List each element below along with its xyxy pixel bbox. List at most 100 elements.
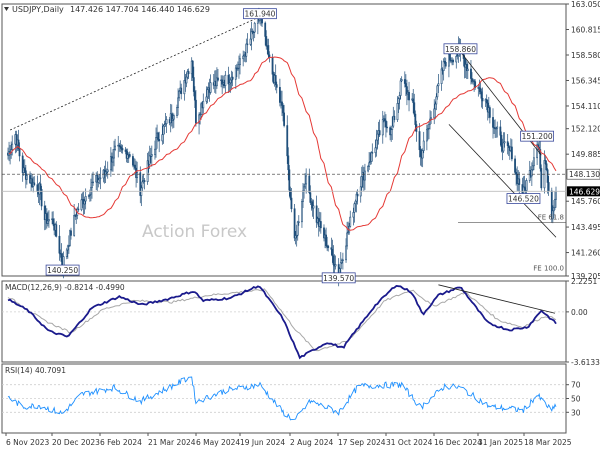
- trendline: [448, 124, 557, 238]
- candle-body: [393, 115, 396, 121]
- candle-body: [209, 82, 212, 93]
- candle-body: [400, 79, 403, 82]
- x-axis-label: 31 Jan 2025: [478, 438, 523, 447]
- candle-body: [546, 169, 549, 183]
- candle-body: [397, 98, 400, 104]
- candle-body: [471, 78, 473, 83]
- candle-body: [370, 152, 373, 162]
- candle-body: [355, 193, 358, 202]
- candle-body: [485, 99, 488, 104]
- candle-body: [290, 197, 293, 210]
- candle-body: [404, 83, 407, 87]
- candle-body: [279, 87, 281, 103]
- candle-body: [515, 172, 518, 175]
- price-level-box: [566, 168, 600, 180]
- candle-body: [523, 186, 526, 189]
- candle-body: [540, 168, 543, 189]
- candle-body: [403, 79, 406, 84]
- candle-body: [349, 216, 352, 227]
- x-axis-label: 6 May 2024: [196, 438, 240, 447]
- candle-body: [341, 259, 344, 261]
- candle-body: [228, 82, 231, 85]
- price-annotation-box: [506, 193, 541, 204]
- candle-body: [198, 114, 200, 124]
- candle-body: [155, 137, 157, 150]
- candle-body: [114, 145, 116, 150]
- candle-body: [364, 170, 366, 181]
- candle-body: [369, 161, 372, 164]
- candle-body: [242, 55, 245, 60]
- candle-body: [148, 155, 151, 165]
- candle-body: [185, 76, 188, 84]
- candle-body: [58, 235, 61, 254]
- candle-body: [421, 150, 424, 159]
- candle-body: [180, 87, 183, 95]
- candle-body: [305, 175, 308, 185]
- candle-body: [385, 120, 387, 128]
- candle-body: [172, 115, 175, 120]
- candle-body: [408, 91, 410, 101]
- candle-body: [495, 127, 498, 130]
- candle-body: [105, 171, 108, 173]
- candle-body: [70, 230, 72, 236]
- candle-body: [325, 234, 327, 246]
- candle-body: [286, 125, 289, 157]
- candle-body: [67, 245, 70, 247]
- candle-body: [480, 91, 483, 99]
- candle-body: [555, 191, 557, 200]
- candle-body: [340, 260, 343, 264]
- candle-body: [239, 58, 241, 66]
- candle-body: [353, 203, 356, 213]
- candle-body: [433, 108, 436, 119]
- macd-trendline: [438, 284, 556, 314]
- candle-body: [374, 147, 377, 154]
- candle-body: [545, 163, 548, 171]
- candle-body: [375, 139, 378, 149]
- candle-body: [119, 145, 122, 148]
- candle-body: [378, 130, 381, 136]
- candle-body: [60, 253, 63, 262]
- candle-body: [178, 90, 181, 99]
- candle-body: [430, 117, 432, 120]
- candle-body: [229, 79, 232, 84]
- candle-body: [442, 60, 445, 71]
- candle-body: [88, 193, 91, 196]
- candle-body: [309, 192, 312, 203]
- candle-body: [302, 190, 304, 202]
- candle-body: [413, 102, 416, 115]
- candle-body: [193, 91, 196, 101]
- price-annotation-box: [321, 272, 356, 284]
- price-annotation-label: 140.250: [47, 266, 78, 275]
- candle-body: [287, 155, 290, 171]
- macd-line: [7, 284, 557, 360]
- candle-body: [533, 157, 535, 167]
- candle-body: [479, 87, 482, 93]
- candle-body: [396, 103, 399, 121]
- candle-body: [331, 248, 334, 257]
- candle-body: [282, 105, 284, 114]
- candle-body: [25, 175, 28, 180]
- candle-body: [48, 219, 50, 222]
- candle-body: [192, 77, 195, 92]
- candle-body: [319, 221, 322, 229]
- candle-body: [246, 43, 249, 46]
- candle-body: [428, 123, 430, 129]
- candle-body: [124, 149, 127, 152]
- candle-body: [40, 189, 43, 207]
- current-price-label: 146.629: [569, 187, 600, 196]
- rsi-tick-label: 50: [571, 395, 581, 404]
- candle-body: [55, 224, 58, 237]
- candle-body: [141, 181, 144, 189]
- candle-body: [83, 200, 86, 205]
- candle-body: [390, 129, 393, 136]
- price-annotation-box: [520, 130, 555, 142]
- price-tick-label: 145.760: [571, 197, 600, 206]
- candle-body: [323, 227, 325, 239]
- candle-body: [59, 252, 62, 255]
- candle-body: [154, 148, 156, 155]
- candle-body: [368, 162, 371, 167]
- price-tick-label: 152.120: [571, 125, 600, 134]
- candle-body: [121, 148, 124, 151]
- candle-body: [354, 200, 357, 205]
